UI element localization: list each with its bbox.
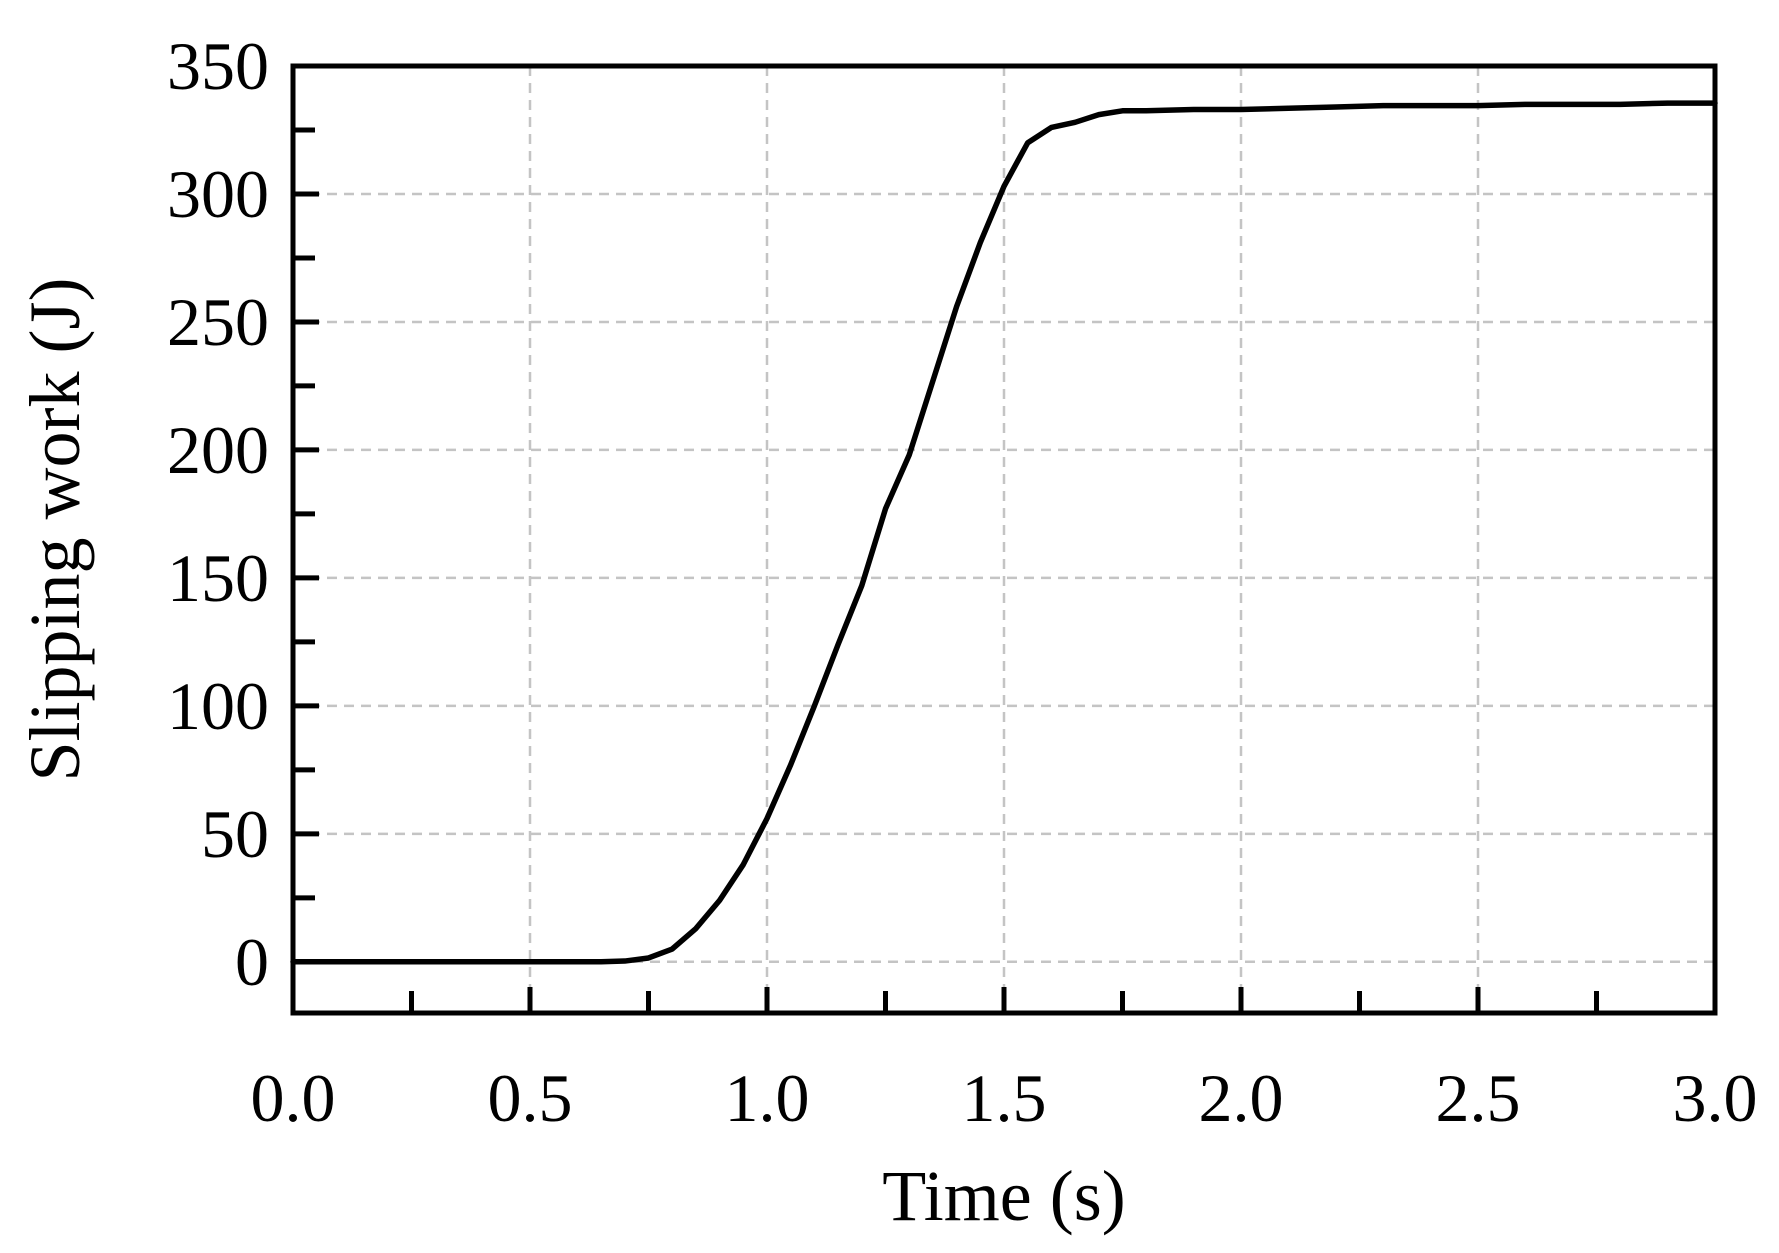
x-tick-label: 0.5: [488, 1060, 573, 1136]
y-tick-label: 100: [167, 668, 269, 744]
series-line-0: [290, 100, 1718, 965]
x-tick-label: 2.0: [1199, 1060, 1284, 1136]
tick-labels: 0.0 0.5 1.0 1.5 2.0 2.5 3.0 0 50 100 150 200 250 300 3…: [167, 28, 1758, 1136]
y-tick-label: 350: [167, 28, 269, 104]
y-tick-label: 0: [235, 924, 269, 1000]
x-tick-label: 1.0: [725, 1060, 810, 1136]
axis-ticks: [293, 127, 1599, 1013]
series-layer: [290, 100, 1718, 965]
y-tick-label: 50: [201, 796, 269, 872]
x-tick-label: 0.0: [251, 1060, 336, 1136]
y-tick-label: 300: [167, 156, 269, 232]
x-axis-title: Time (s): [882, 1156, 1125, 1236]
grid: [293, 66, 1715, 1013]
x-tick-label: 1.5: [962, 1060, 1047, 1136]
x-tick-label: 2.5: [1436, 1060, 1521, 1136]
y-tick-label: 200: [167, 412, 269, 488]
x-tick-label: 3.0: [1673, 1060, 1758, 1136]
y-tick-label: 250: [167, 284, 269, 360]
y-tick-label: 150: [167, 540, 269, 616]
y-axis-title: Slipping work (J): [15, 278, 95, 782]
plot-frame: [290, 63, 1718, 1016]
